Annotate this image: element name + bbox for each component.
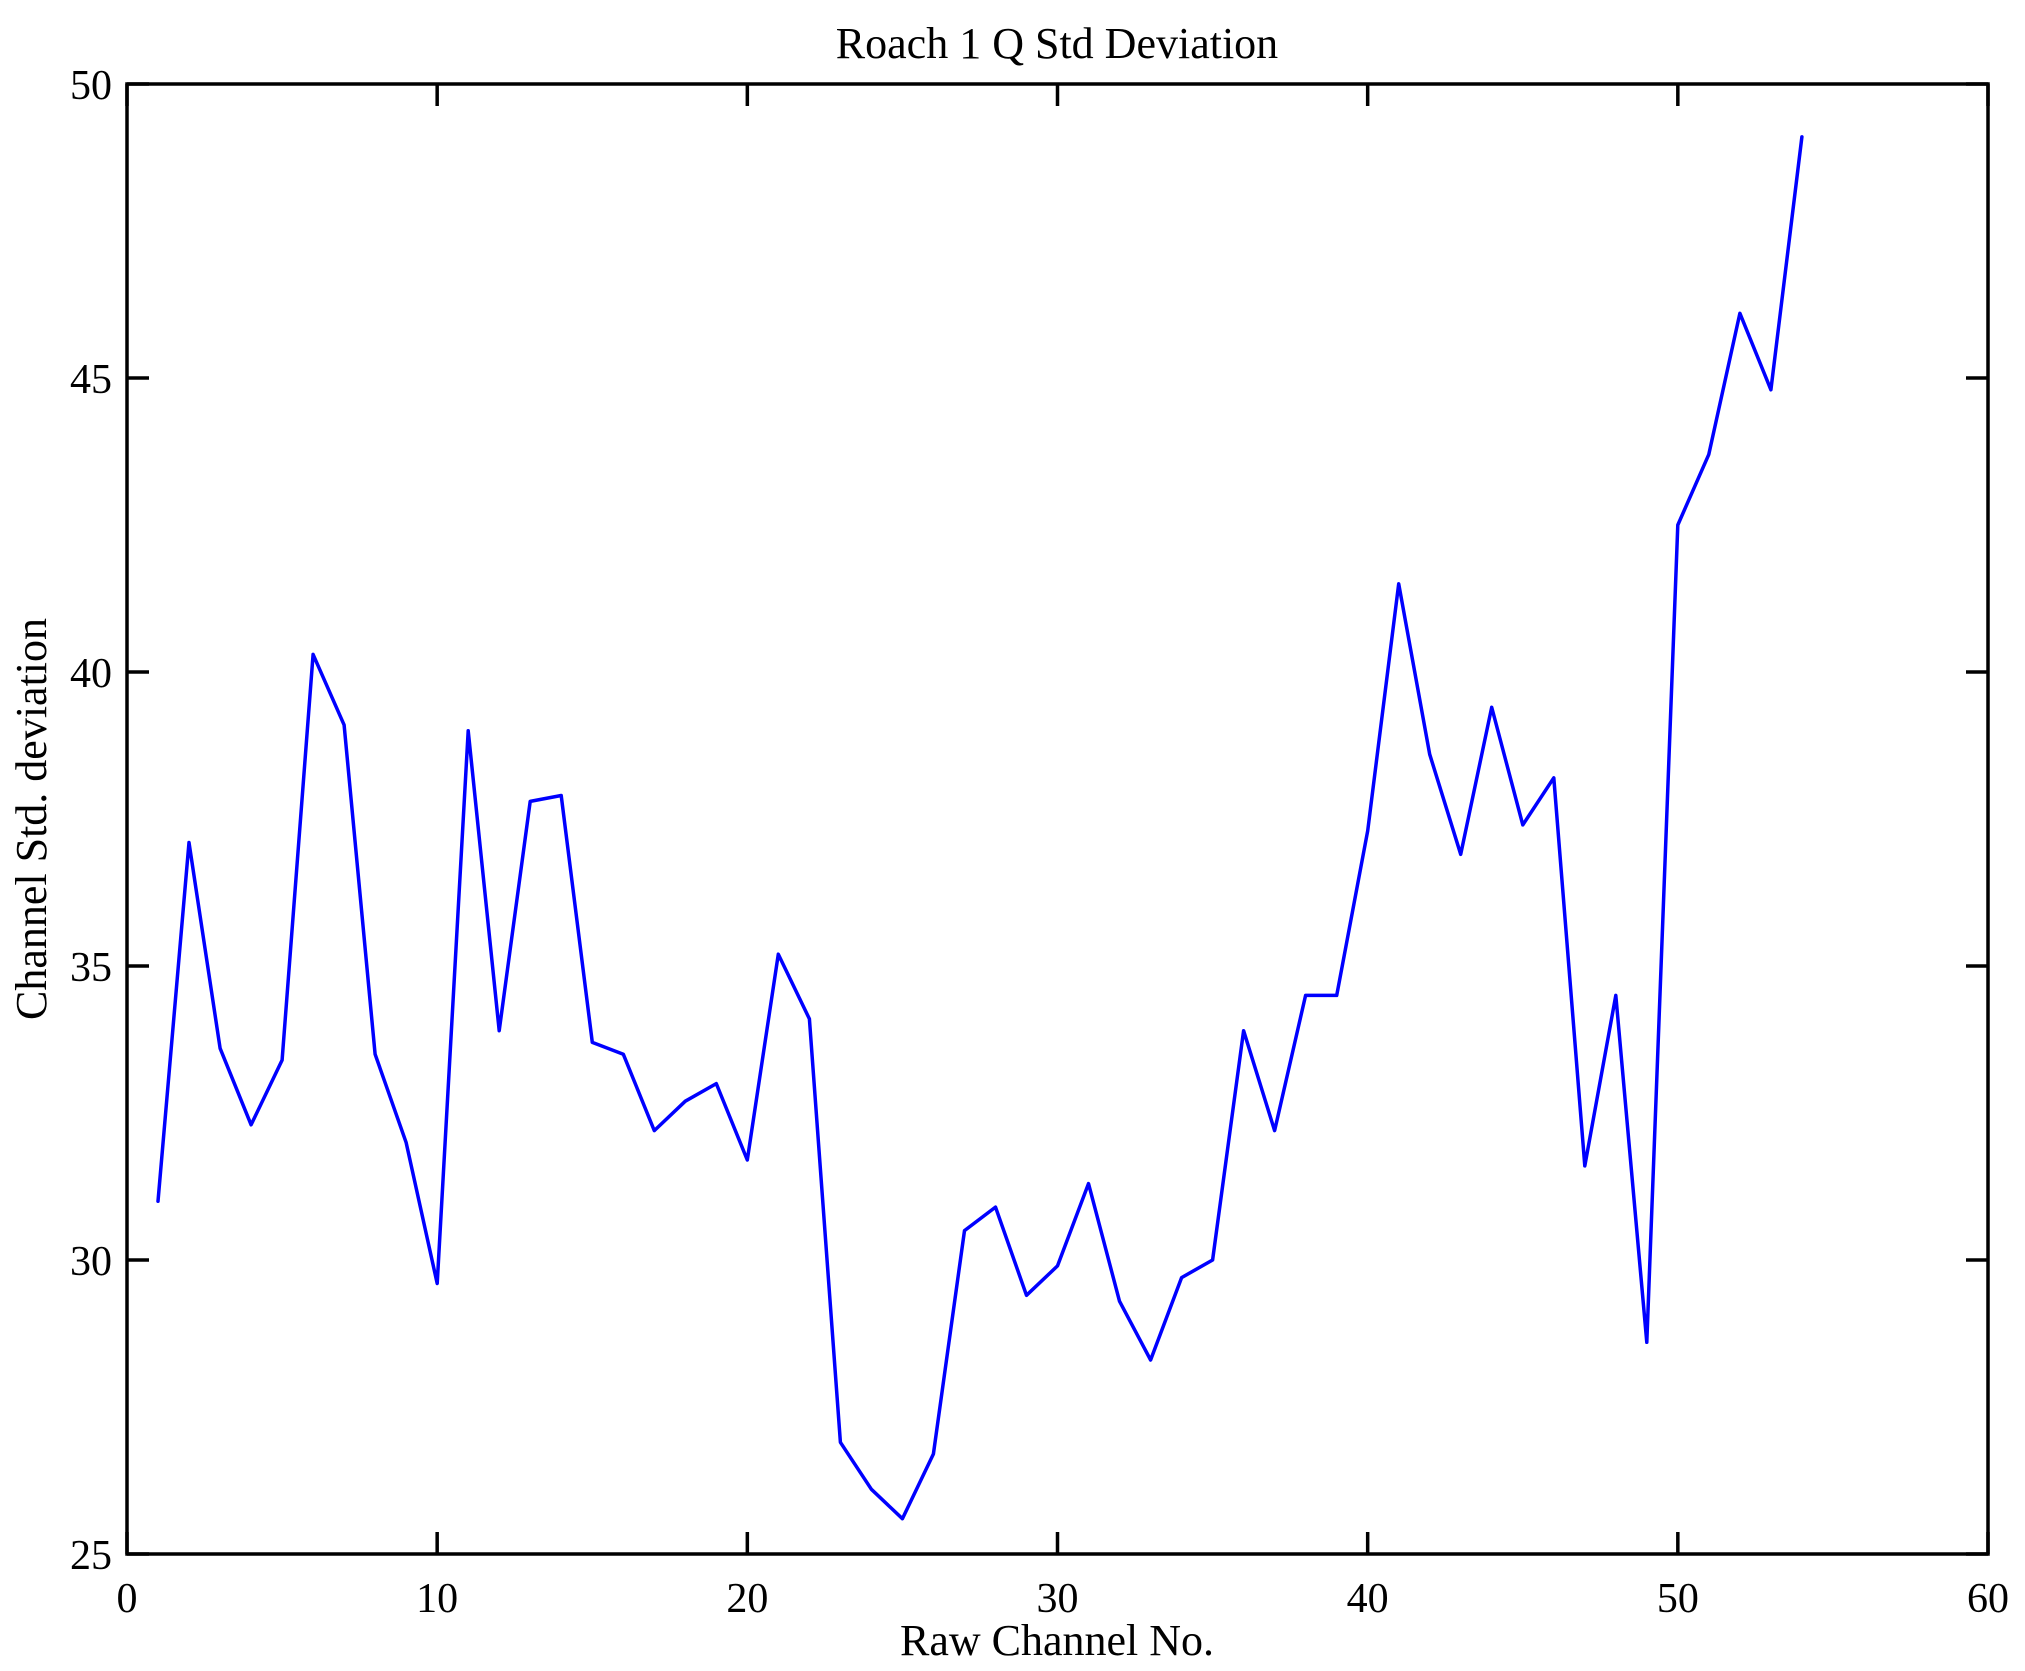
y-tick-label: 25 (70, 1533, 112, 1579)
y-tick-label: 30 (70, 1239, 112, 1285)
x-tick-label: 30 (1037, 1576, 1079, 1622)
x-tick-label: 40 (1347, 1576, 1389, 1622)
x-tick-label: 60 (1967, 1576, 2009, 1622)
y-axis-label: Channel Std. deviation (7, 618, 56, 1020)
series-line (156, 135, 1804, 1521)
axes-box (125, 82, 1990, 1556)
plot-area: 0 10 20 30 40 50 60 25 30 35 40 45 50 (70, 63, 2009, 1622)
x-tick-label: 50 (1657, 1576, 1699, 1622)
y-tick-label: 45 (70, 357, 112, 403)
chart-title: Roach 1 Q Std Deviation (836, 19, 1278, 68)
x-tick-label: 0 (117, 1576, 138, 1622)
y-tick-label: 40 (70, 651, 112, 697)
x-axis-label: Raw Channel No. (900, 1616, 1214, 1665)
x-tick-label: 20 (726, 1576, 768, 1622)
y-tick-label: 50 (70, 63, 112, 109)
y-tick-label: 35 (70, 945, 112, 991)
x-tick-label: 10 (416, 1576, 458, 1622)
